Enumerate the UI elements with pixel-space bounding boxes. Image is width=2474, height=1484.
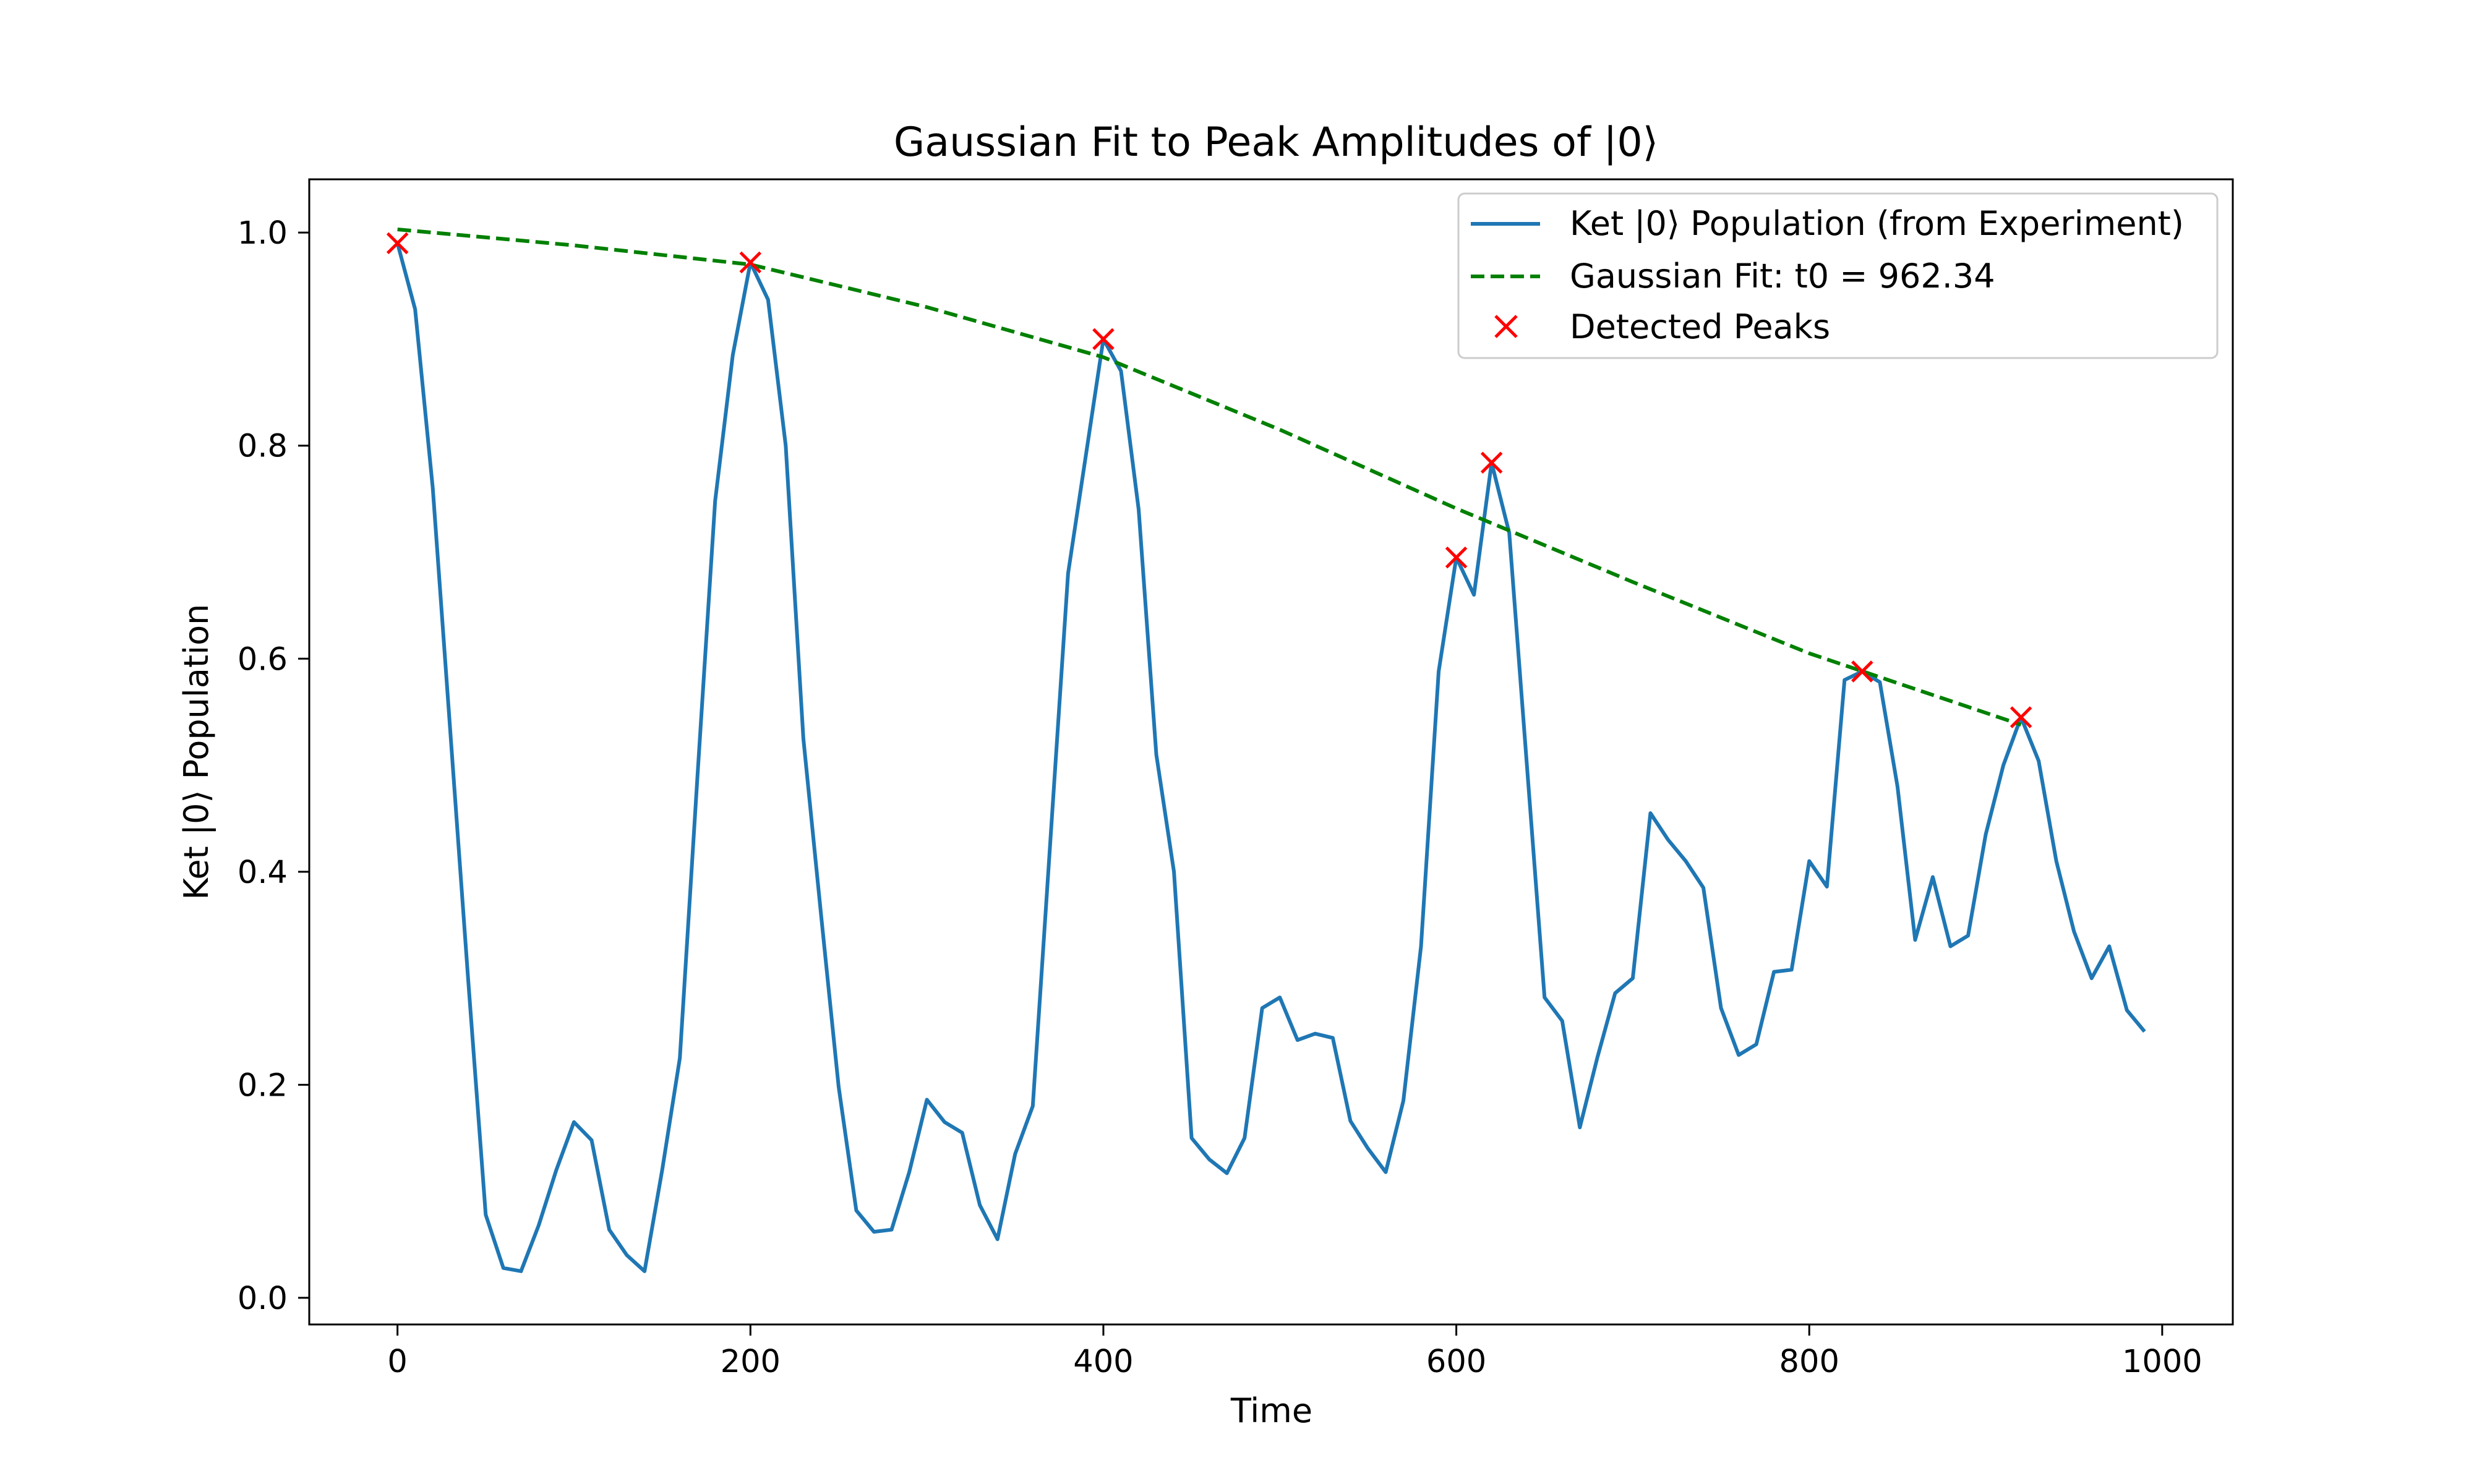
peak-marker	[1480, 451, 1503, 474]
peak-marker	[739, 251, 762, 274]
x-axis: 0 200 400 600 800 1000	[387, 1324, 2202, 1380]
legend-label-experiment: Ket |0⟩ Population (from Experiment)	[1570, 204, 2184, 243]
series-line-gaussian-fit	[397, 227, 2022, 727]
y-tick-label: 0.2	[238, 1067, 288, 1104]
series-layer	[386, 227, 2146, 1273]
series-line-experiment	[395, 242, 2146, 1273]
legend-label-peaks: Detected Peaks	[1570, 307, 1830, 346]
legend-box	[1457, 192, 2219, 359]
x-axis-label: Time	[1230, 1391, 1312, 1430]
y-tick-label: 0.4	[238, 855, 288, 891]
peak-marker	[1445, 546, 1468, 569]
chart-title: Gaussian Fit to Peak Amplitudes of |0⟩	[894, 119, 1658, 166]
peak-marker	[386, 232, 409, 255]
x-tick-label: 200	[721, 1344, 781, 1380]
y-tick-label: 1.0	[238, 215, 288, 252]
y-axis-label: Ket |0⟩ Population	[177, 604, 216, 900]
y-tick-label: 0.0	[238, 1281, 288, 1317]
peak-marker	[1092, 328, 1115, 351]
x-tick-label: 400	[1073, 1344, 1133, 1380]
peak-marker	[1851, 660, 1873, 683]
legend-marker-peaks	[1494, 315, 1518, 338]
peak-marker	[2010, 706, 2032, 728]
legend-label-fit: Gaussian Fit: t0 = 962.34	[1570, 257, 1995, 296]
y-tick-label: 0.6	[238, 641, 288, 678]
y-axis: 0.0 0.2 0.4 0.6 0.8 1.0	[238, 215, 309, 1317]
x-tick-label: 1000	[2122, 1344, 2202, 1380]
x-tick-label: 600	[1426, 1344, 1486, 1380]
y-tick-label: 0.8	[238, 429, 288, 465]
x-tick-label: 800	[1779, 1344, 1839, 1380]
plot-frame	[308, 178, 2234, 1326]
x-tick-label: 0	[387, 1344, 407, 1380]
legend: Ket |0⟩ Population (from Experiment) Gau…	[1457, 192, 2219, 359]
